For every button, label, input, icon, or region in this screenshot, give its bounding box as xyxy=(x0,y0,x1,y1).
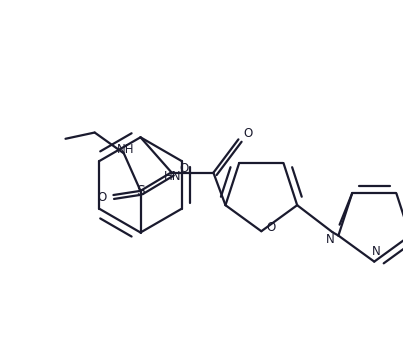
Text: HN: HN xyxy=(164,170,181,183)
Text: O: O xyxy=(97,191,106,203)
Text: N: N xyxy=(372,245,381,258)
Text: O: O xyxy=(244,127,253,140)
Text: S: S xyxy=(136,184,145,198)
Text: O: O xyxy=(179,162,188,175)
Text: NH: NH xyxy=(117,143,134,156)
Text: N: N xyxy=(326,233,335,246)
Text: O: O xyxy=(266,221,276,234)
